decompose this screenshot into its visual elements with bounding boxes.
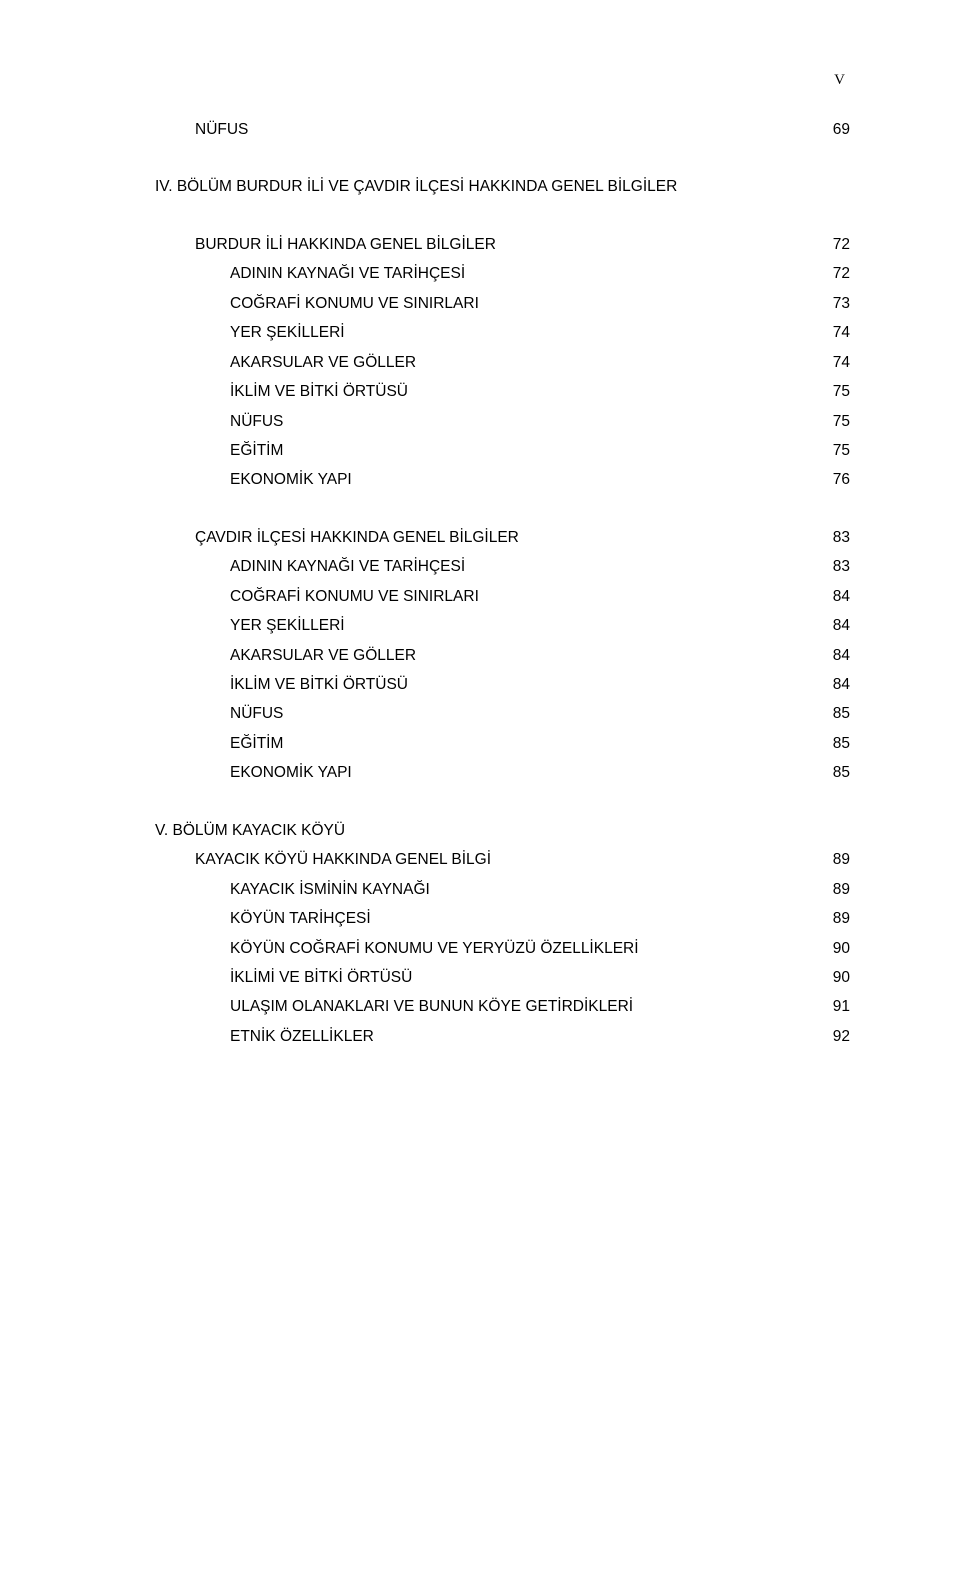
page-marker: V — [834, 72, 845, 89]
toc-entry-page: 84 — [820, 582, 850, 611]
toc-heading-label: IV. BÖLÜM BURDUR İLİ VE ÇAVDIR İLÇESİ HA… — [155, 178, 677, 195]
toc-entry: BURDUR İLİ HAKKINDA GENEL BİLGİLER 72 — [155, 230, 850, 259]
document-page: V NÜFUS 69 IV. BÖLÜM BURDUR İLİ VE ÇAVDIR … — [0, 0, 960, 1574]
toc-entry-page: 73 — [820, 289, 850, 318]
toc-entry-page: 84 — [820, 641, 850, 670]
toc-entry: İKLİM VE BİTKİ ÖRTÜSÜ 75 — [155, 377, 850, 406]
toc-entry-page: 75 — [820, 407, 850, 436]
toc-entry: EKONOMİK YAPI 85 — [155, 758, 850, 787]
toc-entry: ADININ KAYNAĞI VE TARİHÇESİ 72 — [155, 259, 850, 288]
toc-entry-label: KAYACIK İSMİNİN KAYNAĞI — [230, 875, 430, 904]
toc-entry-page: 85 — [820, 729, 850, 758]
toc-entry-label: KAYACIK KÖYÜ HAKKINDA GENEL BİLGİ — [195, 845, 491, 874]
toc-entry: ETNİK ÖZELLİKLER 92 — [155, 1022, 850, 1051]
toc-entry-page: 75 — [820, 436, 850, 465]
toc-entry-label: YER ŞEKİLLERİ — [230, 611, 345, 640]
toc-entry-label: AKARSULAR VE GÖLLER — [230, 348, 416, 377]
toc-entry-label: COĞRAFİ KONUMU VE SINIRLARI — [230, 582, 479, 611]
toc-entry: YER ŞEKİLLERİ 74 — [155, 318, 850, 347]
toc-entry-page: 89 — [820, 875, 850, 904]
toc-entry-page: 72 — [820, 230, 850, 259]
toc-entry-page: 90 — [820, 963, 850, 992]
toc-entry: EKONOMİK YAPI 76 — [155, 465, 850, 494]
toc-entry-page: 74 — [820, 348, 850, 377]
toc-entry-label: İKLİM VE BİTKİ ÖRTÜSÜ — [230, 670, 408, 699]
toc-entry: KAYACIK KÖYÜ HAKKINDA GENEL BİLGİ 89 — [155, 845, 850, 874]
toc-entry-page: 89 — [820, 845, 850, 874]
toc-list: NÜFUS 69 IV. BÖLÜM BURDUR İLİ VE ÇAVDIR İL… — [155, 115, 850, 1051]
toc-section-heading: IV. BÖLÜM BURDUR İLİ VE ÇAVDIR İLÇESİ HA… — [155, 172, 850, 201]
toc-entry: EĞİTİM 75 — [155, 436, 850, 465]
toc-entry-label: EKONOMİK YAPI — [230, 465, 352, 494]
toc-entry: İKLİMİ VE BİTKİ ÖRTÜSÜ 90 — [155, 963, 850, 992]
toc-entry-label: AKARSULAR VE GÖLLER — [230, 641, 416, 670]
toc-entry-label: COĞRAFİ KONUMU VE SINIRLARI — [230, 289, 479, 318]
toc-entry-page: 76 — [820, 465, 850, 494]
toc-entry-page: 83 — [820, 552, 850, 581]
toc-entry-page: 83 — [820, 523, 850, 552]
toc-entry: NÜFUS 85 — [155, 699, 850, 728]
toc-entry-label: ADININ KAYNAĞI VE TARİHÇESİ — [230, 259, 465, 288]
toc-entry: YER ŞEKİLLERİ 84 — [155, 611, 850, 640]
toc-entry: KAYACIK İSMİNİN KAYNAĞI 89 — [155, 875, 850, 904]
toc-entry-label: NÜFUS — [195, 115, 248, 144]
toc-entry-label: ÇAVDIR İLÇESİ HAKKINDA GENEL BİLGİLER — [195, 523, 519, 552]
toc-entry-page: 69 — [820, 115, 850, 144]
toc-entry-label: İKLİM VE BİTKİ ÖRTÜSÜ — [230, 377, 408, 406]
toc-entry-label: KÖYÜN TARİHÇESİ — [230, 904, 371, 933]
toc-entry: ADININ KAYNAĞI VE TARİHÇESİ 83 — [155, 552, 850, 581]
toc-entry: AKARSULAR VE GÖLLER 74 — [155, 348, 850, 377]
toc-entry-page: 75 — [820, 377, 850, 406]
toc-entry-label: EKONOMİK YAPI — [230, 758, 352, 787]
toc-entry-label: NÜFUS — [230, 407, 283, 436]
toc-entry-label: ETNİK ÖZELLİKLER — [230, 1022, 374, 1051]
toc-entry: AKARSULAR VE GÖLLER 84 — [155, 641, 850, 670]
toc-entry: İKLİM VE BİTKİ ÖRTÜSÜ 84 — [155, 670, 850, 699]
toc-heading-label: V. BÖLÜM KAYACIK KÖYÜ — [155, 822, 345, 839]
toc-entry-label: EĞİTİM — [230, 729, 283, 758]
toc-entry-label: NÜFUS — [230, 699, 283, 728]
toc-entry: KÖYÜN COĞRAFİ KONUMU VE YERYÜZÜ ÖZELLİKL… — [155, 934, 850, 963]
toc-entry: COĞRAFİ KONUMU VE SINIRLARI 73 — [155, 289, 850, 318]
toc-entry-page: 91 — [820, 992, 850, 1021]
toc-entry-label: YER ŞEKİLLERİ — [230, 318, 345, 347]
toc-entry-page: 72 — [820, 259, 850, 288]
toc-entry-label: İKLİMİ VE BİTKİ ÖRTÜSÜ — [230, 963, 412, 992]
toc-entry-page: 85 — [820, 758, 850, 787]
toc-section-heading: V. BÖLÜM KAYACIK KÖYÜ — [155, 816, 850, 845]
toc-entry-label: BURDUR İLİ HAKKINDA GENEL BİLGİLER — [195, 230, 496, 259]
toc-entry-page: 84 — [820, 670, 850, 699]
toc-entry-label: ULAŞIM OLANAKLARI VE BUNUN KÖYE GETİRDİK… — [230, 992, 633, 1021]
toc-entry: EĞİTİM 85 — [155, 729, 850, 758]
toc-entry-page: 89 — [820, 904, 850, 933]
toc-entry-label: EĞİTİM — [230, 436, 283, 465]
toc-entry: COĞRAFİ KONUMU VE SINIRLARI 84 — [155, 582, 850, 611]
toc-entry-page: 92 — [820, 1022, 850, 1051]
toc-entry-page: 90 — [820, 934, 850, 963]
toc-entry: KÖYÜN TARİHÇESİ 89 — [155, 904, 850, 933]
toc-entry: ULAŞIM OLANAKLARI VE BUNUN KÖYE GETİRDİK… — [155, 992, 850, 1021]
toc-entry-page: 85 — [820, 699, 850, 728]
toc-entry: NÜFUS 69 — [155, 115, 850, 144]
toc-entry-page: 74 — [820, 318, 850, 347]
toc-entry-page: 84 — [820, 611, 850, 640]
toc-entry-label: KÖYÜN COĞRAFİ KONUMU VE YERYÜZÜ ÖZELLİKL… — [230, 934, 639, 963]
toc-entry-label: ADININ KAYNAĞI VE TARİHÇESİ — [230, 552, 465, 581]
toc-entry: ÇAVDIR İLÇESİ HAKKINDA GENEL BİLGİLER 83 — [155, 523, 850, 552]
toc-entry: NÜFUS 75 — [155, 407, 850, 436]
